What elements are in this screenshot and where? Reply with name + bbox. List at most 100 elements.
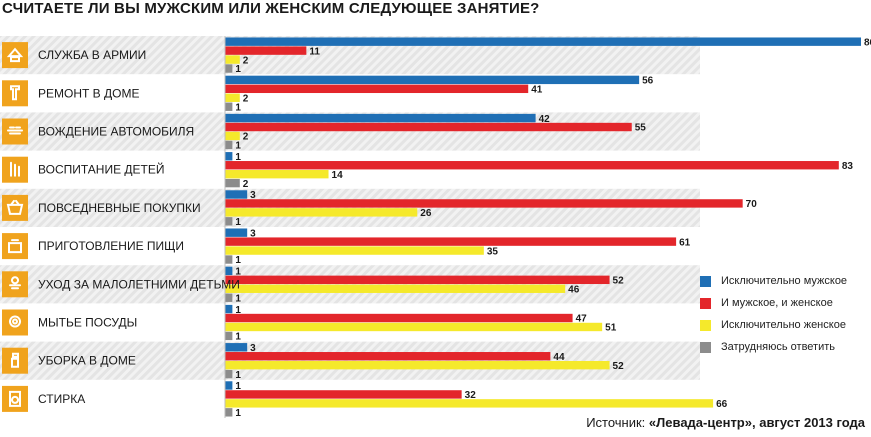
data-label: 41 xyxy=(531,85,543,96)
data-label: 1 xyxy=(235,305,241,316)
bar-series-1-row-2 xyxy=(225,122,632,132)
bar-series-1-row-0 xyxy=(225,46,307,55)
data-label: 61 xyxy=(679,237,691,248)
bar-series-1-row-8 xyxy=(225,352,551,361)
bar-series-0-row-2 xyxy=(225,113,536,123)
bar-series-1-row-1 xyxy=(225,84,529,94)
data-label: 56 xyxy=(642,76,654,87)
legend-label: И мужское, и женское xyxy=(721,297,833,309)
category-label: УБОРКА В ДОМЕ xyxy=(38,354,136,368)
bar-series-3-row-7 xyxy=(225,331,233,341)
data-label: 42 xyxy=(539,114,551,125)
washing-machine-icon xyxy=(2,385,28,412)
bar-series-3-row-8 xyxy=(225,369,233,379)
data-label: 3 xyxy=(250,343,256,354)
data-label: 52 xyxy=(613,361,625,372)
bar-series-2-row-0 xyxy=(225,55,240,64)
data-label: 66 xyxy=(716,399,728,410)
category-label: МЫТЬЕ ПОСУДЫ xyxy=(38,316,137,330)
data-label: 2 xyxy=(243,132,249,143)
bar-series-2-row-3 xyxy=(225,169,329,179)
data-label: 55 xyxy=(635,123,647,134)
bar-series-0-row-1 xyxy=(225,75,640,85)
bar-series-1-row-3 xyxy=(225,161,839,170)
data-label: 44 xyxy=(553,352,565,363)
category-label: ПОВСЕДНЕВНЫЕ ПОКУПКИ xyxy=(38,201,201,215)
bar-series-2-row-8 xyxy=(225,360,610,370)
data-label: 1 xyxy=(235,102,241,113)
category-label: СТИРКА xyxy=(38,392,85,406)
tools-icon xyxy=(2,80,28,107)
category-label: ПРИГОТОВЛЕНИЕ ПИЩИ xyxy=(38,239,184,253)
bar-series-1-row-7 xyxy=(225,313,573,323)
bar-series-0-row-8 xyxy=(225,343,248,352)
steering-wheel-icon xyxy=(2,118,28,145)
row-background xyxy=(0,265,700,304)
bar-series-0-row-4 xyxy=(225,190,248,199)
basket-icon xyxy=(2,194,28,221)
data-label: 32 xyxy=(465,390,477,401)
legend-item: И мужское, и женское xyxy=(700,292,847,314)
bar-series-3-row-5 xyxy=(225,255,233,264)
data-label: 35 xyxy=(487,246,499,257)
bar-series-0-row-0 xyxy=(225,37,861,46)
source-prefix: Источник: xyxy=(586,415,649,430)
bar-series-1-row-4 xyxy=(225,199,743,208)
data-label: 2 xyxy=(243,93,249,104)
data-label: 47 xyxy=(576,314,588,325)
data-label: 14 xyxy=(332,170,344,181)
bar-series-3-row-3 xyxy=(225,178,240,188)
legend-swatch xyxy=(700,341,711,353)
data-label: 1 xyxy=(235,408,241,419)
chart-legend: Исключительно мужское И мужское, и женско… xyxy=(700,270,847,358)
legend-item: Исключительно женское xyxy=(700,314,847,336)
bar-series-1-row-5 xyxy=(225,237,677,246)
bar-series-2-row-2 xyxy=(225,131,240,141)
data-label: 26 xyxy=(420,208,432,219)
legend-swatch xyxy=(700,319,711,331)
data-label: 2 xyxy=(243,179,249,190)
bar-series-1-row-6 xyxy=(225,275,610,285)
data-label: 2 xyxy=(243,55,249,66)
source-name: «Левада-центр» xyxy=(648,415,752,430)
bar-series-2-row-5 xyxy=(225,246,484,255)
data-label: 11 xyxy=(309,46,320,57)
data-label: 1 xyxy=(235,293,241,304)
bar-series-0-row-3 xyxy=(225,152,233,161)
category-label: РЕМОНТ В ДОМЕ xyxy=(38,86,139,100)
data-label: 1 xyxy=(235,217,241,228)
category-label: ВОСПИТАНИЕ ДЕТЕЙ xyxy=(38,162,165,177)
data-label: 1 xyxy=(235,332,241,343)
data-label: 46 xyxy=(568,284,580,295)
bar-series-3-row-9 xyxy=(225,408,233,417)
data-label: 83 xyxy=(842,161,854,172)
bar-series-0-row-6 xyxy=(225,266,233,276)
bar-series-2-row-9 xyxy=(225,399,714,408)
bar-series-0-row-5 xyxy=(225,228,248,237)
bar-series-0-row-7 xyxy=(225,304,233,314)
legend-item: Исключительно мужское xyxy=(700,270,847,292)
data-label: 1 xyxy=(235,267,241,278)
source-note: Источник: «Левада-центр», август 2013 го… xyxy=(586,415,865,430)
dishes-icon xyxy=(2,309,28,336)
bar-series-3-row-1 xyxy=(225,102,233,111)
data-label: 86 xyxy=(864,37,871,48)
legend-label: Исключительно мужское xyxy=(721,275,848,287)
data-label: 1 xyxy=(235,64,241,75)
baby-icon xyxy=(2,271,28,298)
data-label: 3 xyxy=(250,228,256,239)
data-label: 1 xyxy=(235,255,241,266)
data-label: 1 xyxy=(235,381,241,392)
row-background xyxy=(0,341,700,380)
legend-label: Исключительно женское xyxy=(721,319,846,331)
chart-title: СЧИТАЕТЕ ЛИ ВЫ МУЖСКИМ ИЛИ ЖЕНСКИМ СЛЕДУ… xyxy=(2,0,540,17)
data-label: 3 xyxy=(250,190,256,201)
data-label: 51 xyxy=(605,323,617,334)
bar-series-2-row-7 xyxy=(225,322,603,332)
legend-label: Затрудняюсь ответить xyxy=(721,341,836,353)
soldier-icon xyxy=(2,42,28,69)
legend-swatch xyxy=(700,297,711,309)
bar-series-3-row-6 xyxy=(225,293,233,302)
bar-series-3-row-2 xyxy=(225,140,233,150)
